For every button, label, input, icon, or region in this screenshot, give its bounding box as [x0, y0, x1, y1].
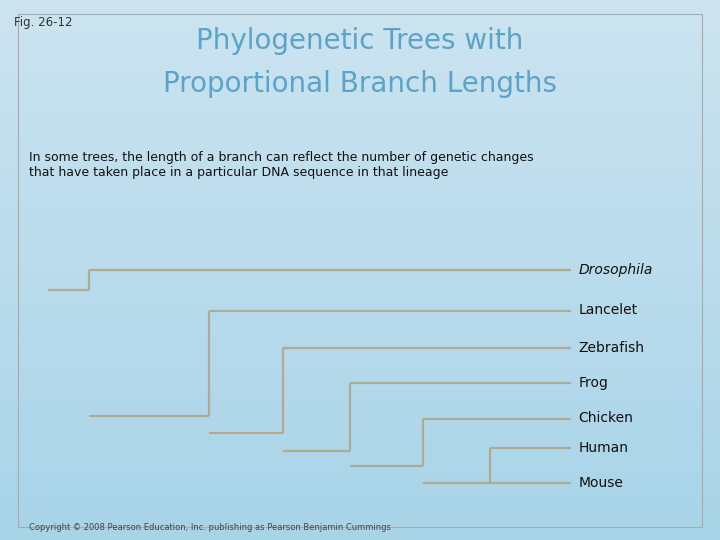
- Text: In some trees, the length of a branch can reflect the number of genetic changes
: In some trees, the length of a branch ca…: [29, 151, 534, 179]
- Text: Frog: Frog: [579, 376, 608, 390]
- Text: Drosophila: Drosophila: [579, 263, 653, 277]
- Text: Chicken: Chicken: [579, 411, 634, 426]
- Text: Human: Human: [579, 441, 629, 455]
- Text: Proportional Branch Lengths: Proportional Branch Lengths: [163, 70, 557, 98]
- Text: Mouse: Mouse: [579, 476, 624, 490]
- Text: Zebrafish: Zebrafish: [579, 341, 644, 355]
- Text: Phylogenetic Trees with: Phylogenetic Trees with: [197, 27, 523, 55]
- Text: Copyright © 2008 Pearson Education, Inc. publishing as Pearson Benjamin Cummings: Copyright © 2008 Pearson Education, Inc.…: [29, 523, 391, 532]
- Text: Lancelet: Lancelet: [579, 303, 638, 318]
- Text: Fig. 26-12: Fig. 26-12: [14, 16, 73, 29]
